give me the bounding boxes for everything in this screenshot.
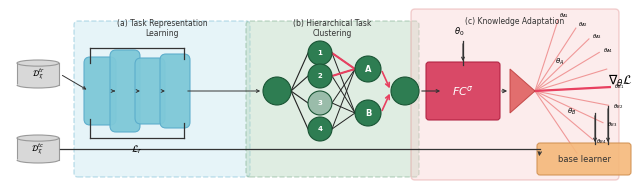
FancyBboxPatch shape xyxy=(411,9,619,180)
Text: $\theta_{B4}$: $\theta_{B4}$ xyxy=(595,137,606,146)
FancyBboxPatch shape xyxy=(74,21,250,177)
Circle shape xyxy=(391,77,419,105)
Text: $FC^{\sigma}$: $FC^{\sigma}$ xyxy=(452,84,474,98)
Text: 3: 3 xyxy=(317,100,323,106)
Text: $\mathcal{L}_r$: $\mathcal{L}_r$ xyxy=(131,143,143,156)
Text: $\theta_{B3}$: $\theta_{B3}$ xyxy=(607,120,617,129)
Text: $\mathcal{D}^{tr}_{\mathcal{T}_i}$: $\mathcal{D}^{tr}_{\mathcal{T}_i}$ xyxy=(31,66,44,82)
Text: (b) Hierarchical Task
Clustering: (b) Hierarchical Task Clustering xyxy=(293,19,371,38)
Text: 4: 4 xyxy=(317,126,323,132)
Text: $\nabla_{\theta}\mathcal{L}$: $\nabla_{\theta}\mathcal{L}$ xyxy=(608,73,632,89)
FancyBboxPatch shape xyxy=(426,62,500,120)
FancyBboxPatch shape xyxy=(160,54,190,128)
Circle shape xyxy=(355,100,381,126)
Text: base learner: base learner xyxy=(557,155,611,163)
Circle shape xyxy=(308,41,332,65)
Text: A: A xyxy=(365,64,371,73)
Circle shape xyxy=(308,91,332,115)
FancyBboxPatch shape xyxy=(135,58,165,124)
Circle shape xyxy=(308,64,332,88)
Polygon shape xyxy=(510,69,535,113)
Ellipse shape xyxy=(17,82,59,88)
Ellipse shape xyxy=(17,60,59,66)
FancyBboxPatch shape xyxy=(246,21,419,177)
Text: $\theta_B$: $\theta_B$ xyxy=(566,107,576,117)
Text: $\theta_A$: $\theta_A$ xyxy=(555,57,564,67)
Bar xyxy=(17,138,59,160)
Text: $\theta_{A1}$: $\theta_{A1}$ xyxy=(559,11,570,20)
Text: $\theta_{B2}$: $\theta_{B2}$ xyxy=(612,102,623,111)
Circle shape xyxy=(308,117,332,141)
Text: (c) Knowledge Adaptation: (c) Knowledge Adaptation xyxy=(465,17,564,26)
Text: B: B xyxy=(365,108,371,117)
Text: 1: 1 xyxy=(317,50,323,56)
Ellipse shape xyxy=(17,157,59,163)
Bar xyxy=(17,63,59,85)
Text: $\mathcal{D}^{tc}_{\mathcal{T}_i}$: $\mathcal{D}^{tc}_{\mathcal{T}_i}$ xyxy=(31,141,45,157)
Text: 2: 2 xyxy=(317,73,323,79)
Text: $\theta_{B1}$: $\theta_{B1}$ xyxy=(614,82,624,91)
FancyBboxPatch shape xyxy=(537,143,631,175)
Text: $\theta_{A4}$: $\theta_{A4}$ xyxy=(603,46,613,55)
Text: $\theta_{A3}$: $\theta_{A3}$ xyxy=(592,32,602,41)
Text: $\theta_0$: $\theta_0$ xyxy=(454,26,464,38)
Ellipse shape xyxy=(17,135,59,141)
FancyBboxPatch shape xyxy=(84,57,116,125)
Circle shape xyxy=(355,56,381,82)
Text: $\theta_{A2}$: $\theta_{A2}$ xyxy=(578,20,588,29)
Text: (a) Task Representation
Learning: (a) Task Representation Learning xyxy=(116,19,207,38)
FancyBboxPatch shape xyxy=(110,50,140,132)
Circle shape xyxy=(263,77,291,105)
